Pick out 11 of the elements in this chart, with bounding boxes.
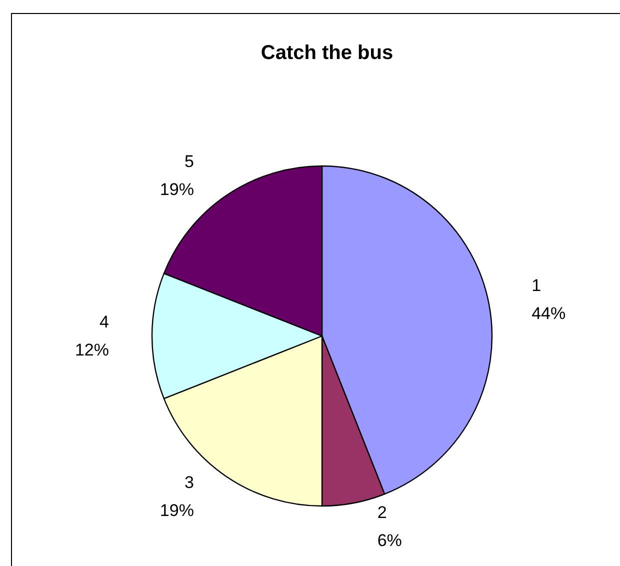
slice-label: 5 [184,152,194,172]
data-label: 19% [160,180,194,200]
slice-label: 1 [532,276,542,296]
slice-label: 4 [100,312,109,332]
slice-label: 3 [184,472,194,492]
data-label: 6% [377,531,402,550]
data-label: 12% [74,340,109,360]
data-label: 44% [532,304,566,324]
slice-label: 2 [377,503,387,522]
chart-title: Catch the bus [260,42,394,64]
data-label: 19% [160,500,194,520]
